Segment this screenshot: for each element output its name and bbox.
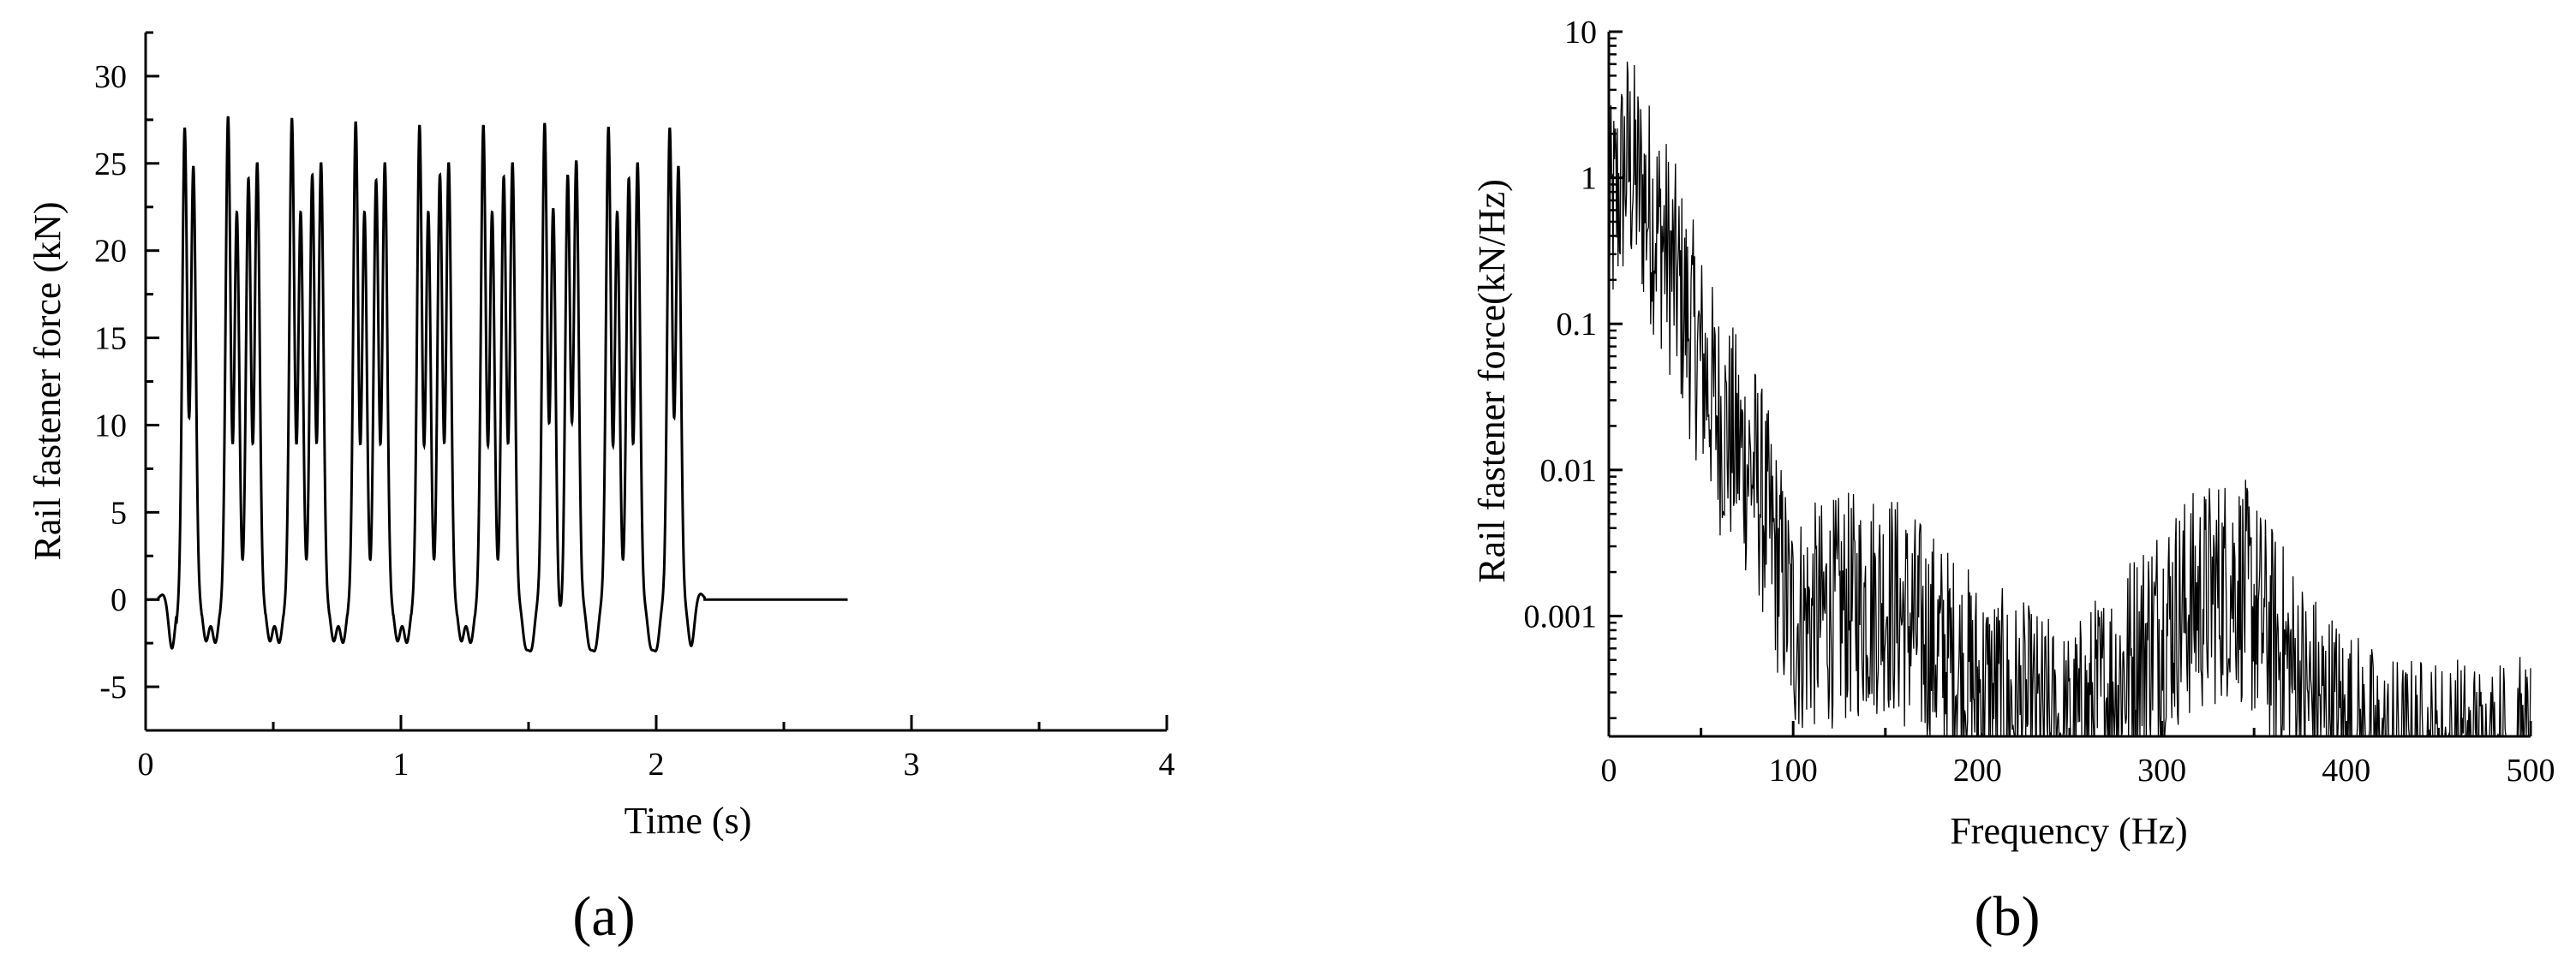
y-tick-label: 30 (94, 59, 127, 95)
y-tick-label: 5 (111, 495, 127, 531)
x-tick-label: 100 (1769, 753, 1818, 789)
x-tick-label: 200 (1953, 753, 2002, 789)
panel-a: 0 1 2 3 4 -5 0 5 10 15 20 25 30 Time (s) Rail faste… (27, 31, 1175, 948)
panel-b-y-axis-title: Rail fastener force(kN/Hz) (1471, 179, 1513, 583)
panel-b-spectrum (1608, 61, 2531, 738)
panel-b-label: (b) (1975, 885, 2041, 948)
panel-a-y-ticks: -5 0 5 10 15 20 25 30 (94, 31, 159, 706)
y-tick-label: 10 (94, 408, 127, 444)
x-tick-label: 300 (2137, 753, 2186, 789)
panel-a-signal (146, 116, 848, 652)
panel-a-x-axis-title: Time (s) (625, 800, 752, 842)
panel-b-y-ticks: 0.001 0.01 0.1 1 10 (1524, 15, 1623, 719)
x-tick-label: 0 (1601, 753, 1617, 789)
y-tick-label: 10 (1564, 15, 1597, 51)
panel-a-y-axis-title: Rail fastener force (kN) (27, 201, 69, 560)
panel-a-x-ticks: 0 1 2 3 4 (138, 715, 1175, 783)
y-tick-label: 0.01 (1540, 453, 1598, 489)
x-tick-label: 2 (648, 747, 665, 783)
y-tick-label: -5 (99, 670, 127, 706)
x-tick-label: 4 (1159, 747, 1175, 783)
y-tick-label: 0 (111, 582, 127, 618)
panel-b: 0 100 200 300 400 500 0.001 0.01 0.1 1 10 Frequen… (1471, 15, 2555, 948)
x-tick-label: 500 (2507, 753, 2555, 789)
y-tick-label: 0.1 (1557, 307, 1598, 343)
x-tick-label: 400 (2322, 753, 2370, 789)
y-tick-label: 15 (94, 321, 127, 357)
y-tick-label: 25 (94, 146, 127, 182)
y-tick-label: 0.001 (1524, 599, 1598, 634)
y-tick-label: 20 (94, 234, 127, 270)
y-tick-label: 1 (1581, 161, 1597, 197)
x-tick-label: 0 (138, 747, 154, 783)
panel-b-x-axis-title: Frequency (Hz) (1950, 810, 2187, 852)
x-tick-label: 1 (393, 747, 409, 783)
x-tick-label: 3 (904, 747, 920, 783)
panel-b-x-ticks: 0 100 200 300 400 500 (1601, 721, 2555, 789)
panel-a-label: (a) (572, 885, 635, 948)
